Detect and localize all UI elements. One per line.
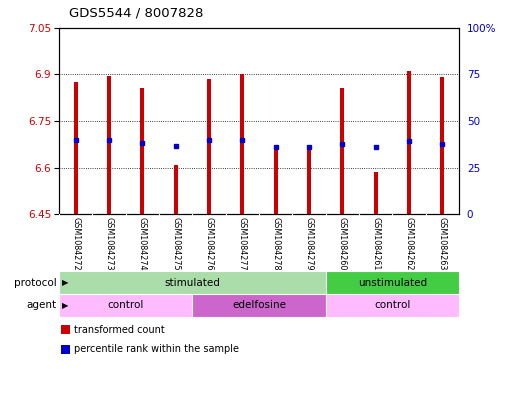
Text: GSM1084277: GSM1084277 — [238, 217, 247, 271]
Text: GSM1084272: GSM1084272 — [71, 217, 80, 271]
Bar — [326, 271, 459, 294]
Text: ▶: ▶ — [62, 278, 68, 287]
Text: percentile rank within the sample: percentile rank within the sample — [74, 344, 239, 354]
Bar — [174, 165, 177, 214]
Text: GSM1084276: GSM1084276 — [205, 217, 213, 270]
Bar — [192, 294, 326, 317]
Text: stimulated: stimulated — [165, 277, 220, 288]
Text: GSM1084262: GSM1084262 — [405, 217, 413, 270]
Text: transformed count: transformed count — [74, 325, 165, 335]
Bar — [307, 147, 311, 214]
Text: GSM1084279: GSM1084279 — [305, 217, 313, 271]
Bar — [59, 271, 326, 294]
Text: control: control — [108, 300, 144, 310]
Bar — [341, 88, 344, 214]
Text: GSM1084261: GSM1084261 — [371, 217, 380, 270]
Text: GSM1084275: GSM1084275 — [171, 217, 180, 271]
Bar — [74, 82, 77, 214]
Bar — [441, 77, 444, 214]
Bar — [374, 172, 378, 214]
Text: ▶: ▶ — [62, 301, 68, 310]
Bar — [141, 88, 144, 214]
Text: GSM1084260: GSM1084260 — [338, 217, 347, 270]
Text: control: control — [374, 300, 410, 310]
Text: GSM1084273: GSM1084273 — [105, 217, 113, 270]
Text: GSM1084263: GSM1084263 — [438, 217, 447, 270]
Text: GDS5544 / 8007828: GDS5544 / 8007828 — [69, 7, 204, 20]
Bar — [407, 71, 411, 214]
Bar — [241, 74, 244, 214]
Bar — [326, 294, 459, 317]
Bar — [274, 149, 278, 214]
Bar — [59, 294, 192, 317]
Bar — [107, 76, 111, 214]
Text: protocol: protocol — [14, 277, 56, 288]
Text: edelfosine: edelfosine — [232, 300, 286, 310]
Text: agent: agent — [26, 300, 56, 310]
Text: unstimulated: unstimulated — [358, 277, 427, 288]
Text: GSM1084278: GSM1084278 — [271, 217, 280, 270]
Bar — [61, 325, 70, 334]
Bar — [61, 345, 70, 354]
Bar — [207, 79, 211, 214]
Text: GSM1084274: GSM1084274 — [138, 217, 147, 270]
